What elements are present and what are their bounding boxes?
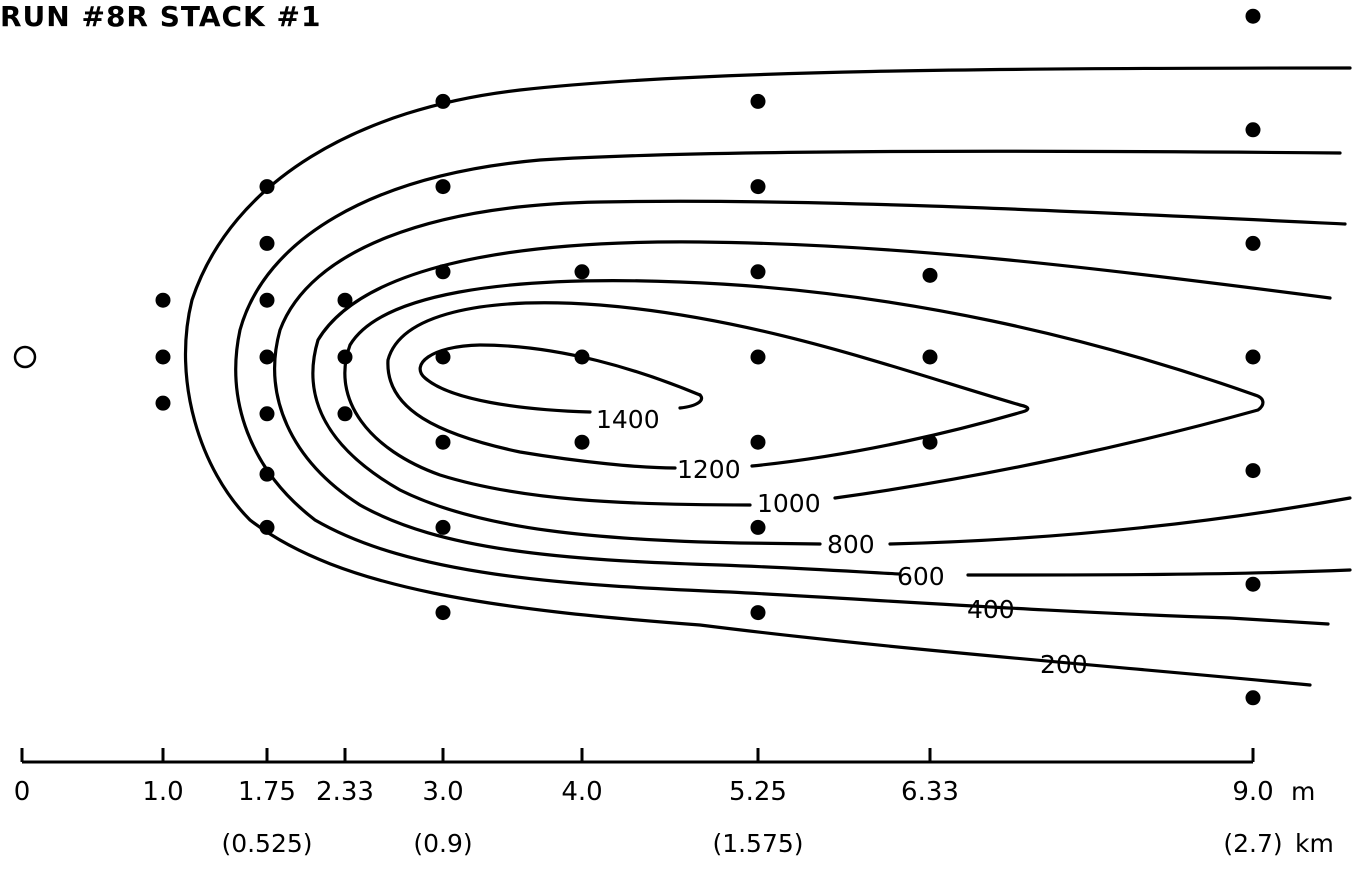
- sample-point: [750, 605, 766, 621]
- contour-line-2: [234, 149, 1342, 626]
- x-tick-label: 5.25: [729, 777, 787, 807]
- x-tick-km-label: (1.575): [712, 829, 803, 858]
- sample-point: [1245, 463, 1261, 479]
- contour-line-3: [273, 199, 1347, 576]
- x-tick-label: 6.33: [901, 777, 959, 807]
- sample-point: [750, 179, 766, 195]
- sample-points: [155, 8, 1261, 706]
- contour-label-800: 800: [827, 530, 875, 559]
- sample-point: [435, 349, 451, 365]
- sample-point: [337, 292, 353, 308]
- sample-point: [574, 264, 590, 280]
- sample-point: [435, 434, 451, 450]
- sample-point: [435, 605, 451, 621]
- x-tick-label: 9.0: [1232, 777, 1273, 807]
- sample-point: [574, 434, 590, 450]
- sample-point: [435, 93, 451, 109]
- sample-point: [1245, 576, 1261, 592]
- sample-point: [155, 395, 171, 411]
- sample-point: [750, 264, 766, 280]
- contour-line-6b: [750, 403, 1030, 468]
- sample-point: [1245, 349, 1261, 365]
- x-axis-km-unit: km: [1295, 829, 1334, 858]
- sample-point: [922, 267, 938, 283]
- sample-point: [750, 434, 766, 450]
- contour-line-outer: [183, 66, 1352, 687]
- sample-point: [922, 349, 938, 365]
- contour-label-400: 400: [967, 595, 1015, 624]
- sample-point: [435, 264, 451, 280]
- sample-point: [259, 349, 275, 365]
- sample-point: [155, 349, 171, 365]
- sample-point: [1245, 690, 1261, 706]
- x-tick-km-label: (0.9): [413, 829, 472, 858]
- contour-line-6: [386, 301, 1022, 470]
- contour-labels: 1400 1200 1000 800 600 400 200: [596, 405, 1088, 679]
- sample-point: [1245, 235, 1261, 251]
- sample-point: [435, 179, 451, 195]
- contour-line-4b: [888, 496, 1352, 546]
- sample-point: [750, 349, 766, 365]
- sample-point: [337, 406, 353, 422]
- sample-point: [259, 235, 275, 251]
- contour-label-200: 200: [1040, 650, 1088, 679]
- sample-point: [750, 519, 766, 535]
- sample-point: [435, 519, 451, 535]
- sample-point: [574, 349, 590, 365]
- contour-label-1000: 1000: [757, 489, 821, 518]
- x-tick-label: 3.0: [422, 777, 463, 807]
- x-tick-label: 0: [14, 777, 31, 807]
- sample-point: [155, 292, 171, 308]
- sample-point: [259, 406, 275, 422]
- contour-line-7: [418, 343, 702, 414]
- x-axis-unit: m: [1291, 777, 1315, 806]
- sample-point: [259, 179, 275, 195]
- x-tick-km-label: (2.7): [1223, 829, 1282, 858]
- x-tick-km-label: (0.525): [221, 829, 312, 858]
- x-tick-label: 2.33: [316, 777, 374, 807]
- sample-point: [1245, 8, 1261, 24]
- sample-point: [922, 434, 938, 450]
- chart-title: RUN #8R STACK #1: [0, 0, 322, 33]
- x-tick-label: 4.0: [561, 777, 602, 807]
- contour-line-5: [343, 279, 1257, 507]
- source-marker: [13, 345, 37, 369]
- sample-point: [259, 519, 275, 535]
- sample-point: [259, 292, 275, 308]
- sample-point: [750, 93, 766, 109]
- contour-label-1400: 1400: [596, 405, 660, 434]
- sample-point: [259, 466, 275, 482]
- x-axis-ticks: 0 1.0 1.75 (0.525)2.33 3.0 (0.9) 4.0 5.25 (1.575…: [14, 748, 1283, 858]
- x-tick-label: 1.75: [238, 777, 296, 807]
- contour-line-5b: [833, 393, 1265, 500]
- contour-line-3b: [966, 568, 1352, 577]
- contour-label-600: 600: [897, 562, 945, 591]
- contour-label-1200: 1200: [677, 455, 741, 484]
- contour-line-4: [311, 240, 1332, 546]
- contour-line-7b: [678, 393, 704, 410]
- x-tick-label: 1.0: [142, 777, 183, 807]
- contour-lines: [183, 66, 1352, 687]
- sample-point: [337, 349, 353, 365]
- sample-point: [1245, 122, 1261, 138]
